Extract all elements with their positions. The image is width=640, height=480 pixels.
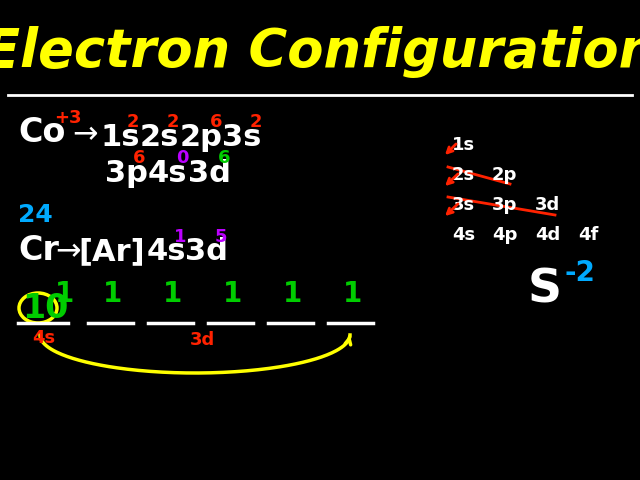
Text: [Ar]: [Ar] xyxy=(78,238,145,266)
Text: →: → xyxy=(55,238,81,266)
Text: 2: 2 xyxy=(250,113,262,131)
Text: 3d: 3d xyxy=(190,331,215,349)
Text: 6: 6 xyxy=(218,149,230,167)
Text: -2: -2 xyxy=(565,259,596,287)
Text: 4p: 4p xyxy=(492,226,517,244)
Text: 4s: 4s xyxy=(148,158,188,188)
Text: 1s: 1s xyxy=(452,136,475,154)
Text: 10: 10 xyxy=(22,291,68,324)
Text: 3d: 3d xyxy=(185,238,228,266)
Text: 4s: 4s xyxy=(147,238,186,266)
Text: 2s: 2s xyxy=(452,166,475,184)
Text: 6: 6 xyxy=(210,113,223,131)
Text: S: S xyxy=(528,267,562,312)
Text: 4s: 4s xyxy=(32,329,55,347)
Text: 2s: 2s xyxy=(140,123,179,153)
Text: 1: 1 xyxy=(223,280,243,308)
Text: 3d: 3d xyxy=(535,196,560,214)
Text: 1: 1 xyxy=(163,280,182,308)
Text: 2: 2 xyxy=(167,113,179,131)
Text: 5: 5 xyxy=(215,228,227,246)
Text: 0: 0 xyxy=(176,149,189,167)
Text: 3p: 3p xyxy=(492,196,517,214)
Text: 2p: 2p xyxy=(180,123,223,153)
Text: 24: 24 xyxy=(18,203,52,227)
Text: 3s: 3s xyxy=(222,123,261,153)
Text: 2: 2 xyxy=(127,113,140,131)
Text: +3: +3 xyxy=(54,109,81,127)
Text: 3d: 3d xyxy=(188,158,231,188)
Text: 2p: 2p xyxy=(492,166,517,184)
Text: →: → xyxy=(72,120,97,149)
Text: 1: 1 xyxy=(103,280,122,308)
Text: 4f: 4f xyxy=(578,226,598,244)
Text: 4d: 4d xyxy=(535,226,560,244)
Text: 4s: 4s xyxy=(452,226,475,244)
Text: 6: 6 xyxy=(133,149,145,167)
Text: 1: 1 xyxy=(283,280,302,308)
Text: Cr: Cr xyxy=(18,233,59,266)
Text: 1: 1 xyxy=(343,280,362,308)
Text: Co: Co xyxy=(18,117,65,149)
Text: 1s: 1s xyxy=(100,123,140,153)
Text: Electron Configuration: Electron Configuration xyxy=(0,26,640,78)
Text: 1: 1 xyxy=(55,280,74,308)
Text: 3p: 3p xyxy=(105,158,148,188)
Text: 3s: 3s xyxy=(452,196,475,214)
Text: 1: 1 xyxy=(174,228,186,246)
